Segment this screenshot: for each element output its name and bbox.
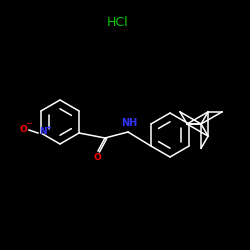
Text: O: O — [93, 152, 101, 162]
Text: HCl: HCl — [107, 16, 129, 28]
Text: −: − — [26, 120, 32, 128]
Text: N: N — [39, 128, 47, 136]
Text: NH: NH — [121, 118, 137, 128]
Text: O: O — [19, 124, 27, 134]
Text: +: + — [45, 125, 51, 131]
